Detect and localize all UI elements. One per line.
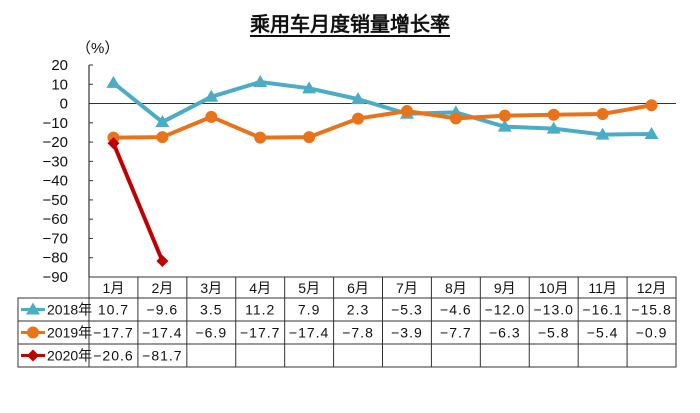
series-line-2019年 xyxy=(113,103,652,140)
y-tick-label: −90 xyxy=(43,269,68,286)
table-cell-value: −12.0 xyxy=(485,302,525,318)
data-point-marker xyxy=(253,74,268,87)
chart-title: 乘用车月度销量增长率 xyxy=(0,8,700,37)
y-tick-label: −80 xyxy=(43,250,68,267)
table-cell-value: −9.6 xyxy=(147,302,179,318)
table-cell-value: −16.1 xyxy=(582,302,622,318)
data-point-marker xyxy=(155,115,170,128)
y-tick-label: −60 xyxy=(43,211,68,228)
table-cell-value: −4.6 xyxy=(440,302,472,318)
table-cell-value: 7.9 xyxy=(298,302,320,318)
data-point-marker xyxy=(156,255,169,268)
legend-label: 2020年 xyxy=(47,348,92,364)
series-line-2020年 xyxy=(111,142,165,262)
legend-label: 2018年 xyxy=(47,302,92,318)
legend-marker xyxy=(27,326,39,339)
x-tick-label: 9月 xyxy=(494,280,516,296)
data-point-marker xyxy=(302,81,317,94)
table-cell-value: −5.4 xyxy=(587,325,619,341)
x-tick-label: 5月 xyxy=(298,280,320,296)
x-tick-label: 8月 xyxy=(445,280,467,296)
table-cell-value: 11.2 xyxy=(245,302,275,318)
chart-title-text: 乘用车月度销量增长率 xyxy=(250,14,450,36)
y-tick-label: −40 xyxy=(43,173,68,190)
x-tick-label: 4月 xyxy=(249,280,271,296)
data-point-marker xyxy=(351,92,366,105)
x-tick-label: 10月 xyxy=(539,280,569,296)
data-point-marker xyxy=(497,119,512,132)
data-point-marker xyxy=(595,127,610,140)
y-tick-label: −10 xyxy=(43,115,68,132)
data-point-marker xyxy=(498,109,511,122)
data-point-marker xyxy=(644,126,659,139)
table-cell-value: −13.0 xyxy=(533,302,573,318)
y-tick-label: 10 xyxy=(51,76,68,93)
table-cell-value: −3.9 xyxy=(391,325,423,341)
data-point-marker xyxy=(547,108,560,121)
legend-marker xyxy=(27,349,39,362)
legend-marker xyxy=(26,302,40,315)
data-point-marker xyxy=(596,107,609,120)
table-cell-value: −17.4 xyxy=(289,325,329,341)
legend-label: 2019年 xyxy=(47,325,92,341)
y-tick-label: −70 xyxy=(43,230,68,247)
data-point-marker xyxy=(254,131,267,144)
y-axis-label: （%） xyxy=(76,40,119,57)
data-point-marker xyxy=(106,75,121,88)
table-cell-value: −6.9 xyxy=(195,325,227,341)
table-cell-value: −7.7 xyxy=(440,325,472,341)
table-cell-value: −20.6 xyxy=(93,348,133,364)
data-point-marker xyxy=(645,99,658,112)
data-point-marker xyxy=(449,112,462,125)
y-tick-label: −30 xyxy=(43,153,68,170)
data-point-marker xyxy=(546,121,561,134)
y-tick-label: 20 xyxy=(51,57,68,74)
series-line-2018年 xyxy=(112,79,652,137)
table-cell-value: −6.3 xyxy=(489,325,521,341)
table-cell-value: −17.7 xyxy=(240,325,280,341)
x-tick-label: 7月 xyxy=(396,280,418,296)
table-cell-value: −5.3 xyxy=(391,302,423,318)
table-cell-value: −17.7 xyxy=(93,325,133,341)
data-point-marker xyxy=(205,110,218,123)
data-point-marker xyxy=(204,89,219,102)
data-point-marker xyxy=(400,105,413,118)
table-cell-value: −7.8 xyxy=(342,325,374,341)
table-cell-value: −0.9 xyxy=(636,325,668,341)
x-tick-label: 1月 xyxy=(103,280,125,296)
y-tick-label: −20 xyxy=(43,134,68,151)
data-point-marker xyxy=(107,137,120,150)
table-cell-value: −15.8 xyxy=(631,302,671,318)
data-point-marker xyxy=(156,131,169,144)
x-tick-label: 12月 xyxy=(637,280,667,296)
x-tick-label: 2月 xyxy=(151,280,173,296)
y-tick-label: −50 xyxy=(43,192,68,209)
table-cell-value: −81.7 xyxy=(142,348,182,364)
data-point-marker xyxy=(352,112,365,125)
data-point-marker xyxy=(303,131,316,144)
x-tick-label: 11月 xyxy=(588,280,617,296)
table-cell-value: −5.8 xyxy=(538,325,570,341)
y-tick-label: 0 xyxy=(60,96,68,113)
table-cell-value: 3.5 xyxy=(200,302,222,318)
x-tick-label: 3月 xyxy=(200,280,222,296)
table-cell-value: 2.3 xyxy=(347,302,369,318)
table-cell-value: −17.4 xyxy=(142,325,182,341)
x-tick-label: 6月 xyxy=(347,280,369,296)
table-cell-value: 10.7 xyxy=(98,302,129,318)
